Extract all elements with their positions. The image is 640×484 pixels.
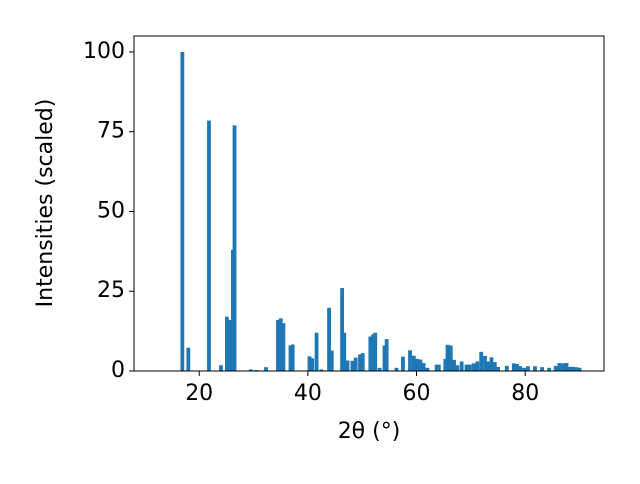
bar	[342, 332, 347, 371]
bar	[434, 364, 439, 371]
bar	[382, 345, 387, 371]
bar	[377, 367, 382, 371]
bar	[526, 366, 530, 371]
bar	[219, 365, 223, 371]
bar	[533, 366, 537, 371]
bar	[350, 360, 355, 371]
bar	[345, 360, 350, 371]
bar	[418, 359, 423, 371]
bar	[371, 334, 375, 371]
bar	[353, 357, 358, 371]
bar	[496, 366, 500, 371]
bar	[518, 366, 523, 371]
bar	[264, 367, 268, 371]
bar	[384, 339, 389, 371]
bar	[452, 359, 456, 371]
bar	[443, 358, 448, 371]
bar	[561, 363, 566, 371]
bar	[445, 344, 450, 371]
bar	[180, 51, 185, 371]
bar	[340, 288, 345, 371]
bar	[448, 345, 453, 371]
bar	[547, 367, 552, 371]
bar	[394, 367, 399, 371]
bar	[401, 356, 405, 371]
bar	[421, 363, 426, 371]
bar	[467, 364, 472, 371]
bar	[415, 358, 419, 371]
bar	[225, 316, 229, 371]
bar	[571, 366, 575, 371]
x-tick-label: 80	[511, 381, 539, 406]
y-tick-label: 75	[97, 119, 125, 144]
bar	[207, 120, 211, 371]
bar	[314, 332, 319, 371]
bar	[408, 350, 412, 371]
bar	[290, 344, 295, 371]
bar	[455, 365, 460, 371]
bar	[471, 363, 476, 371]
x-tick-label: 20	[185, 381, 213, 406]
bar	[310, 358, 315, 371]
bar	[459, 361, 464, 371]
plot-frame	[133, 35, 605, 372]
bar	[486, 361, 491, 371]
bar	[522, 367, 527, 371]
bar	[281, 323, 286, 371]
x-axis-label: 2θ (°)	[338, 419, 401, 444]
x-tick-label: 60	[403, 381, 431, 406]
y-tick-label: 0	[111, 358, 125, 383]
bar	[358, 354, 362, 371]
bar	[492, 362, 497, 371]
bar	[411, 355, 416, 371]
bar	[373, 332, 378, 371]
bar	[553, 365, 558, 371]
bar	[307, 356, 312, 371]
x-tick-label: 40	[294, 381, 322, 406]
bar	[511, 363, 516, 371]
bar	[577, 367, 582, 371]
bar	[319, 369, 324, 371]
bar	[248, 369, 253, 371]
bar	[436, 364, 441, 371]
bar	[464, 364, 469, 371]
bar	[368, 336, 373, 371]
y-tick-label: 25	[97, 278, 125, 303]
bar	[227, 319, 232, 371]
bar	[483, 356, 487, 371]
bar	[574, 367, 579, 371]
bar	[232, 125, 237, 371]
bar	[475, 361, 480, 371]
bar	[186, 347, 191, 371]
bar	[479, 351, 484, 371]
bar	[564, 363, 569, 371]
bar	[327, 307, 331, 371]
bar	[567, 366, 572, 371]
bar	[276, 319, 280, 371]
bar	[515, 363, 519, 371]
y-tick-label: 100	[83, 39, 125, 64]
bar	[540, 367, 544, 371]
y-tick-label: 50	[97, 198, 125, 223]
bar	[504, 365, 509, 371]
bar	[489, 357, 494, 371]
bar	[360, 353, 365, 371]
bar	[425, 367, 430, 371]
bar	[329, 350, 334, 371]
bar	[288, 345, 293, 371]
bar	[278, 318, 283, 371]
bar	[557, 363, 562, 371]
y-axis-label: Intensities (scaled)	[33, 99, 58, 308]
